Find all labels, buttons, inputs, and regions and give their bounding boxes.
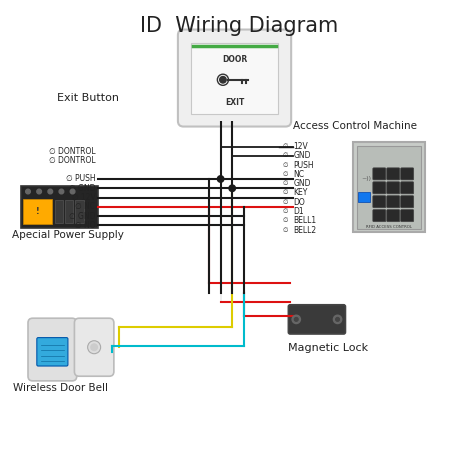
Text: 12V: 12V bbox=[293, 142, 308, 151]
FancyBboxPatch shape bbox=[387, 196, 400, 208]
Circle shape bbox=[336, 318, 339, 321]
FancyBboxPatch shape bbox=[74, 318, 114, 376]
FancyBboxPatch shape bbox=[401, 196, 414, 208]
FancyBboxPatch shape bbox=[401, 182, 414, 194]
FancyBboxPatch shape bbox=[191, 43, 278, 114]
Text: DOOR: DOOR bbox=[222, 55, 247, 64]
Text: RFID ACCESS CONTROL: RFID ACCESS CONTROL bbox=[366, 225, 412, 229]
FancyBboxPatch shape bbox=[401, 168, 414, 180]
Text: ∅: ∅ bbox=[283, 163, 288, 168]
Circle shape bbox=[229, 185, 236, 191]
Text: Access Control Machine: Access Control Machine bbox=[292, 120, 417, 131]
FancyBboxPatch shape bbox=[401, 210, 414, 222]
Text: KEY: KEY bbox=[293, 188, 308, 197]
FancyBboxPatch shape bbox=[288, 305, 346, 334]
FancyBboxPatch shape bbox=[28, 318, 77, 381]
FancyBboxPatch shape bbox=[178, 29, 291, 127]
Text: ∅: ∅ bbox=[283, 200, 288, 205]
Text: ∅: ∅ bbox=[283, 181, 288, 186]
Text: ∅: ∅ bbox=[283, 144, 288, 149]
Text: BELL2: BELL2 bbox=[293, 226, 317, 235]
FancyBboxPatch shape bbox=[387, 182, 400, 194]
Text: ∅ NO: ∅ NO bbox=[75, 221, 95, 230]
FancyBboxPatch shape bbox=[373, 168, 386, 180]
Text: BELL1: BELL1 bbox=[293, 216, 317, 225]
Text: NC: NC bbox=[293, 170, 304, 179]
FancyBboxPatch shape bbox=[55, 200, 63, 223]
Text: ∅: ∅ bbox=[283, 191, 288, 195]
FancyBboxPatch shape bbox=[65, 200, 73, 223]
FancyBboxPatch shape bbox=[21, 186, 98, 228]
Text: ∅: ∅ bbox=[283, 209, 288, 214]
FancyBboxPatch shape bbox=[358, 192, 370, 202]
Circle shape bbox=[292, 315, 301, 324]
Text: GND: GND bbox=[293, 151, 311, 160]
Text: ∅: ∅ bbox=[283, 218, 288, 223]
Circle shape bbox=[70, 189, 75, 194]
FancyBboxPatch shape bbox=[373, 196, 386, 208]
Text: ~)): ~)) bbox=[361, 176, 371, 182]
FancyBboxPatch shape bbox=[387, 210, 400, 222]
FancyBboxPatch shape bbox=[37, 337, 68, 366]
Text: Magnetic Lock: Magnetic Lock bbox=[288, 343, 368, 354]
Text: ∅ PUSH: ∅ PUSH bbox=[66, 174, 95, 183]
Text: ∅ 12V: ∅ 12V bbox=[72, 193, 95, 202]
Text: ∅ NC: ∅ NC bbox=[75, 202, 95, 211]
Text: ∅: ∅ bbox=[283, 153, 288, 158]
Circle shape bbox=[59, 189, 64, 194]
Circle shape bbox=[88, 341, 100, 354]
FancyBboxPatch shape bbox=[353, 142, 425, 232]
Text: ∅ GND: ∅ GND bbox=[69, 184, 95, 193]
Text: DO: DO bbox=[293, 198, 305, 207]
FancyBboxPatch shape bbox=[75, 200, 83, 223]
Text: Apecial Power Supply: Apecial Power Supply bbox=[12, 230, 124, 240]
Text: ∅ GND: ∅ GND bbox=[69, 211, 95, 220]
Text: ID  Wiring Diagram: ID Wiring Diagram bbox=[140, 16, 338, 36]
Text: Exit Button: Exit Button bbox=[56, 93, 118, 103]
Text: ∅ DONTROL: ∅ DONTROL bbox=[49, 156, 95, 165]
Circle shape bbox=[48, 189, 53, 194]
Text: !: ! bbox=[36, 207, 40, 216]
Text: Wireless Door Bell: Wireless Door Bell bbox=[13, 383, 108, 393]
FancyBboxPatch shape bbox=[356, 146, 421, 228]
Circle shape bbox=[218, 176, 224, 182]
Circle shape bbox=[26, 189, 30, 194]
Circle shape bbox=[37, 189, 41, 194]
Text: ∅ DONTROL: ∅ DONTROL bbox=[49, 146, 95, 155]
Text: D1: D1 bbox=[293, 207, 304, 216]
Text: EXIT: EXIT bbox=[225, 98, 244, 107]
FancyBboxPatch shape bbox=[23, 199, 53, 224]
FancyBboxPatch shape bbox=[373, 210, 386, 222]
FancyBboxPatch shape bbox=[373, 182, 386, 194]
FancyBboxPatch shape bbox=[387, 168, 400, 180]
Text: ∅: ∅ bbox=[283, 228, 288, 233]
Circle shape bbox=[91, 344, 97, 350]
Text: ∅: ∅ bbox=[283, 172, 288, 177]
Circle shape bbox=[333, 315, 342, 324]
Text: PUSH: PUSH bbox=[293, 161, 314, 170]
Text: GND: GND bbox=[293, 179, 311, 188]
Circle shape bbox=[219, 76, 226, 83]
Circle shape bbox=[294, 318, 298, 321]
